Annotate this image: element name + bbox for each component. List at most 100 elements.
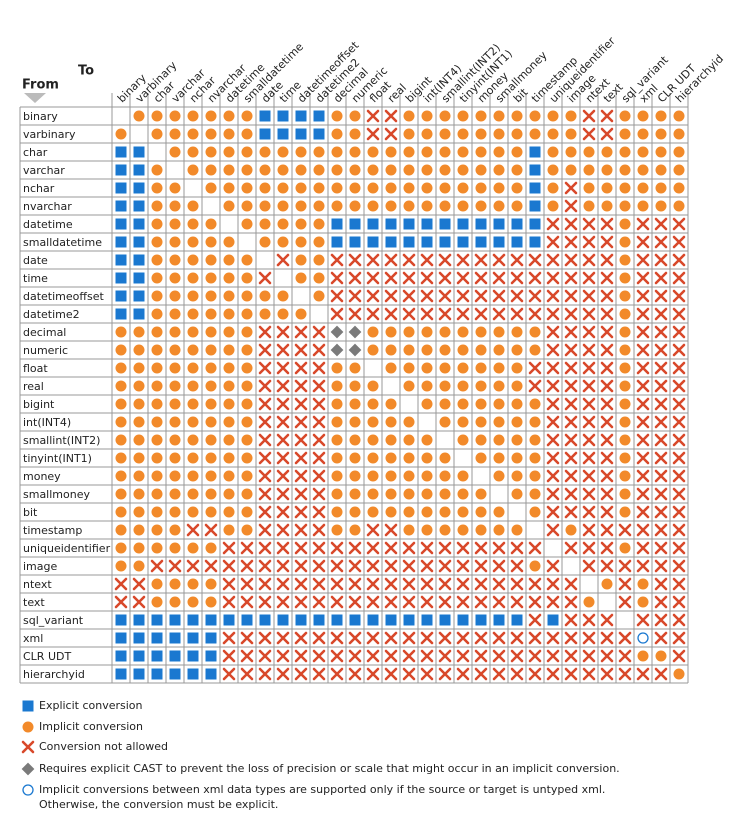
- implicit-mark: [619, 218, 631, 230]
- row-label: text: [23, 596, 45, 609]
- implicit-mark: [151, 524, 163, 536]
- not-allowed-mark: [528, 667, 542, 681]
- implicit-mark: [133, 344, 145, 356]
- implicit-mark: [619, 434, 631, 446]
- not-allowed-mark: [258, 595, 272, 609]
- not-allowed-mark: [240, 559, 254, 573]
- not-allowed-mark: [420, 271, 434, 285]
- explicit-mark: [169, 668, 181, 680]
- not-allowed-mark: [636, 487, 650, 501]
- implicit-mark: [601, 200, 613, 212]
- not-allowed-mark: [330, 667, 344, 681]
- not-allowed-mark: [564, 253, 578, 267]
- not-allowed-mark: [330, 577, 344, 591]
- implicit-mark: [349, 470, 361, 482]
- not-allowed-mark: [654, 595, 668, 609]
- implicit-mark: [241, 326, 253, 338]
- implicit-mark: [187, 344, 199, 356]
- not-allowed-mark: [600, 253, 614, 267]
- not-allowed-mark: [456, 271, 470, 285]
- implicit-mark: [673, 182, 685, 194]
- not-allowed-mark: [636, 397, 650, 411]
- explicit-mark: [277, 128, 289, 140]
- implicit-mark: [439, 128, 451, 140]
- not-allowed-mark: [258, 397, 272, 411]
- implicit-mark: [223, 110, 235, 122]
- implicit-mark: [187, 128, 199, 140]
- row-label: real: [23, 380, 44, 393]
- not-allowed-mark: [384, 541, 398, 555]
- implicit-mark: [331, 110, 343, 122]
- implicit-mark: [205, 290, 217, 302]
- not-allowed-mark: [528, 649, 542, 663]
- implicit-mark: [187, 398, 199, 410]
- explicit-mark: [133, 290, 145, 302]
- not-allowed-mark: [186, 523, 200, 537]
- implicit-mark: [529, 488, 541, 500]
- not-allowed-mark: [276, 469, 290, 483]
- not-allowed-mark: [582, 469, 596, 483]
- not-allowed-mark: [582, 289, 596, 303]
- not-allowed-mark: [438, 631, 452, 645]
- implicit-mark: [241, 488, 253, 500]
- explicit-mark: [511, 236, 523, 248]
- implicit-mark: [205, 506, 217, 518]
- implicit-mark: [457, 164, 469, 176]
- not-allowed-mark: [546, 379, 560, 393]
- implicit-mark: [151, 182, 163, 194]
- not-allowed-mark: [636, 289, 650, 303]
- implicit-mark: [349, 398, 361, 410]
- not-allowed-mark: [528, 271, 542, 285]
- implicit-mark: [403, 434, 415, 446]
- not-allowed-mark: [132, 595, 146, 609]
- implicit-mark: [187, 452, 199, 464]
- implicit-mark: [187, 470, 199, 482]
- not-allowed-mark: [312, 487, 326, 501]
- not-allowed-mark: [456, 595, 470, 609]
- explicit-mark: [115, 650, 127, 662]
- not-allowed-mark: [672, 451, 686, 465]
- not-allowed-mark: [510, 631, 524, 645]
- not-allowed-mark: [672, 631, 686, 645]
- not-allowed-mark: [546, 235, 560, 249]
- not-allowed-mark: [546, 523, 560, 537]
- implicit-mark: [169, 344, 181, 356]
- not-allowed-mark: [510, 595, 524, 609]
- not-allowed-mark: [294, 667, 308, 681]
- implicit-mark: [205, 452, 217, 464]
- not-allowed-mark: [636, 469, 650, 483]
- not-allowed-mark: [528, 289, 542, 303]
- not-allowed-mark: [672, 289, 686, 303]
- implicit-mark: [169, 434, 181, 446]
- not-allowed-mark: [654, 361, 668, 375]
- implicit-mark: [205, 146, 217, 158]
- implicit-mark: [493, 434, 505, 446]
- implicit-mark: [313, 218, 325, 230]
- implicit-mark: [637, 578, 649, 590]
- implicit-mark: [223, 524, 235, 536]
- not-allowed-mark: [420, 541, 434, 555]
- implicit-mark: [169, 236, 181, 248]
- not-allowed-mark: [438, 667, 452, 681]
- not-allowed-mark: [384, 127, 398, 141]
- not-allowed-mark: [294, 469, 308, 483]
- implicit-mark: [241, 470, 253, 482]
- explicit-mark: [277, 110, 289, 122]
- implicit-mark: [349, 452, 361, 464]
- implicit-mark: [223, 452, 235, 464]
- explicit-mark: [457, 614, 469, 626]
- not-allowed-mark: [492, 271, 506, 285]
- not-allowed-mark: [654, 307, 668, 321]
- not-allowed-mark: [492, 253, 506, 267]
- not-allowed-mark: [294, 415, 308, 429]
- implicit-mark: [223, 434, 235, 446]
- not-allowed-mark: [330, 541, 344, 555]
- not-allowed-mark: [312, 343, 326, 357]
- not-allowed-mark: [312, 433, 326, 447]
- explicit-mark: [133, 668, 145, 680]
- implicit-mark: [619, 362, 631, 374]
- implicit-mark: [619, 128, 631, 140]
- implicit-mark: [169, 128, 181, 140]
- not-allowed-mark: [564, 613, 578, 627]
- implicit-mark: [241, 164, 253, 176]
